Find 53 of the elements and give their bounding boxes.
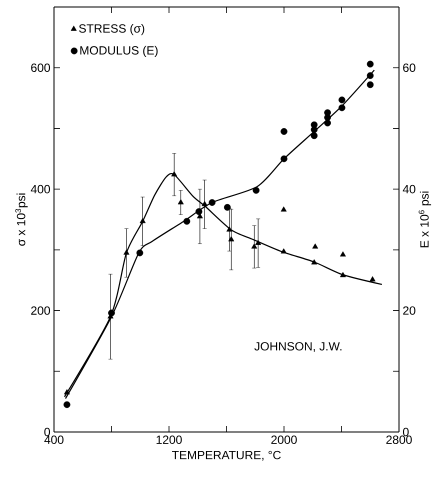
point [280,206,287,212]
annotation: JOHNSON, J.W. [254,342,342,352]
y-tick-label: 0 [44,428,50,436]
point [136,250,144,256]
point [196,208,202,215]
x-tick-label: 2000 [271,436,297,444]
point [366,81,374,88]
x-tick-label: 400 [44,436,64,444]
legend-label: MODULUS (E) [80,46,158,57]
point [252,186,260,194]
point [202,200,208,206]
y-tick-label: 600 [31,63,50,72]
point [123,250,130,255]
point [312,243,318,249]
point [108,310,115,316]
point [338,96,346,104]
point [140,218,146,224]
x-tick-label: 2800 [386,436,412,444]
point [280,155,288,162]
point [178,199,184,204]
point [255,240,262,245]
point [280,248,287,254]
point [324,109,331,116]
point [310,121,318,128]
point [310,132,318,140]
point [338,104,346,112]
y2-axis-title: E x 10$^{6}$ psi [418,192,432,248]
point [171,171,178,176]
y2-tick-label: 0 [402,428,409,436]
point [251,243,258,249]
x-axis-title: TEMPERATURE, °C [172,450,281,461]
point [311,259,318,264]
point [64,401,70,408]
point [366,72,374,79]
point [228,236,234,242]
y2-tick-label: 60 [403,63,416,72]
y-tick-label: 200 [31,306,50,315]
point [370,276,376,282]
legend-label: STRESS (σ) [79,24,144,36]
y-axis-title: σ x 10$^{3}$psi [15,194,28,246]
x-tick-label: 1200 [156,436,182,444]
point [226,226,232,232]
point [280,128,288,135]
point [208,199,216,206]
point [366,60,374,68]
y-tick-label: 400 [30,184,50,194]
point [64,389,70,394]
point [340,272,346,278]
y2-tick-label: 40 [402,184,416,194]
y2-tick-label: 20 [403,306,416,315]
point [183,218,190,225]
point [324,120,331,126]
point [340,251,346,257]
